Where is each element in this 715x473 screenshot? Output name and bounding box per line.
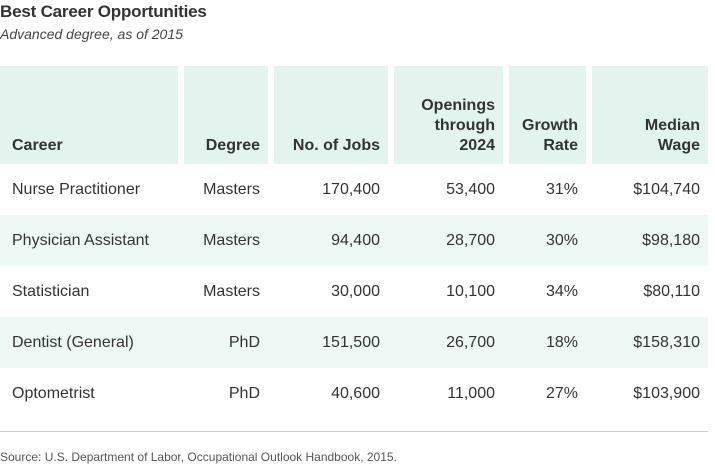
cell-growth: 30% xyxy=(509,215,592,266)
column-header-openings: Openings through 2024 xyxy=(394,66,509,164)
table-row: Nurse Practitioner Masters 170,400 53,40… xyxy=(0,164,708,215)
table-row: Statistician Masters 30,000 10,100 34% $… xyxy=(0,266,708,317)
column-header-wage: Median Wage xyxy=(592,66,708,164)
cell-jobs: 94,400 xyxy=(274,215,394,266)
table-row: Physician Assistant Masters 94,400 28,70… xyxy=(0,215,708,266)
chart-subtitle: Advanced degree, as of 2015 xyxy=(0,26,183,42)
cell-degree: Masters xyxy=(184,215,274,266)
column-header-career: Career xyxy=(0,66,184,164)
cell-degree: PhD xyxy=(184,317,274,368)
table-row: Dentist (General) PhD 151,500 26,700 18%… xyxy=(0,317,708,368)
cell-openings: 53,400 xyxy=(446,180,495,198)
cell-degree: Masters xyxy=(203,180,260,198)
cell-jobs: 151,500 xyxy=(274,317,394,368)
cell-wage: $80,110 xyxy=(643,282,700,300)
cell-openings: 26,700 xyxy=(394,317,509,368)
cell-degree: PhD xyxy=(228,384,260,402)
table-row: Optometrist PhD 40,600 11,000 27% $103,9… xyxy=(0,368,708,419)
cell-jobs: 40,600 xyxy=(331,384,380,402)
column-header-degree: Degree xyxy=(184,66,274,164)
cell-openings: 10,100 xyxy=(446,282,495,300)
source-note: Source: U.S. Department of Labor, Occupa… xyxy=(0,450,397,464)
cell-wage: $103,900 xyxy=(633,384,700,402)
cell-wage: $98,180 xyxy=(592,215,708,266)
cell-growth: 18% xyxy=(509,317,592,368)
chart-title: Best Career Opportunities xyxy=(0,2,207,21)
cell-wage: $158,310 xyxy=(592,317,708,368)
cell-career: Optometrist xyxy=(12,384,95,402)
cell-career: Dentist (General) xyxy=(0,317,184,368)
cell-openings: 28,700 xyxy=(394,215,509,266)
footer-divider xyxy=(0,431,708,432)
cell-career: Physician Assistant xyxy=(0,215,184,266)
cell-degree: Masters xyxy=(203,282,260,300)
column-header-jobs: No. of Jobs xyxy=(274,66,394,164)
cell-growth: 34% xyxy=(545,282,578,300)
cell-growth: 27% xyxy=(545,384,578,402)
cell-jobs: 170,400 xyxy=(322,180,380,198)
cell-openings: 11,000 xyxy=(447,384,495,402)
header-row: Career Degree No. of Jobs Openings throu… xyxy=(0,66,708,164)
cell-growth: 31% xyxy=(545,180,578,198)
career-table: Career Degree No. of Jobs Openings throu… xyxy=(0,66,708,419)
cell-jobs: 30,000 xyxy=(331,282,380,300)
cell-career: Statistician xyxy=(12,282,90,300)
column-header-growth: Growth Rate xyxy=(509,66,592,164)
cell-wage: $104,740 xyxy=(633,180,700,198)
cell-career: Nurse Practitioner xyxy=(12,180,141,198)
